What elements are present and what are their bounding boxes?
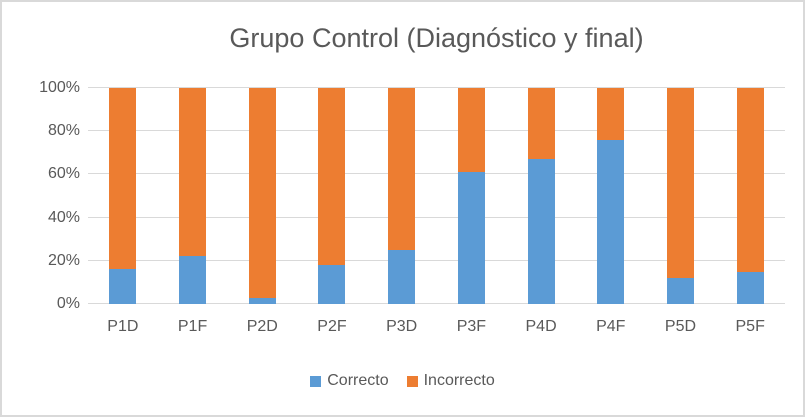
bar-segment-incorrecto-p3d (388, 88, 416, 250)
y-axis-label: 80% (47, 122, 80, 140)
gridline-100% (88, 87, 785, 88)
x-axis-label-p1d: P1D (107, 318, 139, 335)
bar-segment-incorrecto-p5f (736, 88, 764, 272)
bar-segment-correcto-p2d (248, 297, 276, 304)
bar-slot-p3d (367, 88, 437, 304)
bar-slot-p4d (506, 88, 576, 304)
x-axis-label-p2d: P2D (246, 318, 278, 335)
x-axis-label-p4d: P4D (525, 318, 557, 335)
bar-p5f (736, 88, 764, 304)
x-axis-label-p5f: P5F (735, 318, 765, 335)
bar-p2f (318, 88, 346, 304)
gridline-80% (88, 130, 785, 132)
bar-segment-correcto-p2f (318, 265, 346, 304)
bar-series (88, 88, 785, 304)
x-axis-label-p3d: P3D (386, 318, 418, 335)
y-axis-label: 0% (56, 295, 80, 312)
gridline-20% (88, 259, 785, 261)
chart-title: Grupo Control (Diagnóstico y final) (229, 23, 644, 53)
bar-segment-correcto-p1f (179, 256, 207, 304)
bar-segment-correcto-p3f (457, 172, 485, 304)
legend: Correcto Incorrecto (2, 370, 803, 392)
x-axis-label-p1f: P1F (177, 318, 208, 335)
bar-slot-p1f (158, 88, 228, 304)
bar-segment-incorrecto-p4d (527, 88, 555, 160)
bar-slot-p4f (576, 88, 646, 304)
bar-segment-incorrecto-p5d (666, 88, 694, 279)
gridline-0% (88, 303, 785, 304)
bar-segment-correcto-p5f (736, 271, 764, 304)
x-axis-label-p5d: P5D (664, 318, 697, 335)
legend-label-correcto: Correcto (327, 372, 389, 389)
bar-p1f (179, 88, 207, 304)
y-axis-label: 60% (47, 165, 80, 183)
plot-area (88, 87, 785, 304)
bar-segment-incorrecto-p1d (109, 88, 137, 270)
legend-item-incorrecto: Incorrecto (406, 372, 495, 390)
legend-item-correcto: Correcto (310, 372, 389, 390)
bar-slot-p5f (715, 88, 785, 304)
bar-segment-correcto-p5d (666, 278, 694, 304)
bar-slot-p2d (227, 88, 297, 304)
legend-label-incorrecto: Incorrecto (423, 372, 495, 389)
bar-p4f (597, 88, 625, 304)
y-axis-label: 100% (39, 79, 80, 96)
bar-slot-p5d (646, 88, 716, 304)
bar-segment-correcto-p4d (527, 159, 555, 304)
bar-segment-correcto-p4f (597, 139, 625, 304)
bar-p1d (109, 88, 137, 304)
gridline-60% (88, 173, 785, 175)
bar-p2d (248, 88, 276, 304)
bar-segment-incorrecto-p2d (248, 88, 276, 298)
legend-swatch-incorrecto (406, 375, 418, 387)
y-axis: 0% 20% 40% 60% 80% 100% (2, 80, 80, 312)
bar-segment-incorrecto-p2f (318, 88, 346, 266)
bar-segment-correcto-p1d (109, 269, 137, 304)
bar-slot-p3f (437, 88, 507, 304)
y-axis-label: 40% (47, 208, 80, 226)
bar-slot-p1d (88, 88, 158, 304)
legend-swatch-correcto (310, 375, 322, 387)
bar-p5d (666, 88, 694, 304)
bar-slot-p2f (297, 88, 367, 304)
x-axis-label-p2f: P2F (317, 318, 347, 335)
x-axis-label-p4f: P4F (596, 318, 626, 335)
gridline-40% (88, 216, 785, 218)
x-axis-label-p3f: P3F (456, 318, 487, 335)
bar-segment-incorrecto-p1f (179, 88, 207, 257)
x-axis: P1D P1F P2D P2F P3D P3F P4D P4F P5D P5F (88, 318, 785, 336)
y-axis-label: 20% (47, 251, 80, 269)
bar-p4d (527, 88, 555, 304)
bar-segment-correcto-p3d (388, 250, 416, 304)
bar-segment-incorrecto-p3f (457, 88, 485, 173)
bar-p3d (388, 88, 416, 304)
bar-segment-incorrecto-p4f (597, 88, 625, 140)
bar-p3f (457, 88, 485, 304)
